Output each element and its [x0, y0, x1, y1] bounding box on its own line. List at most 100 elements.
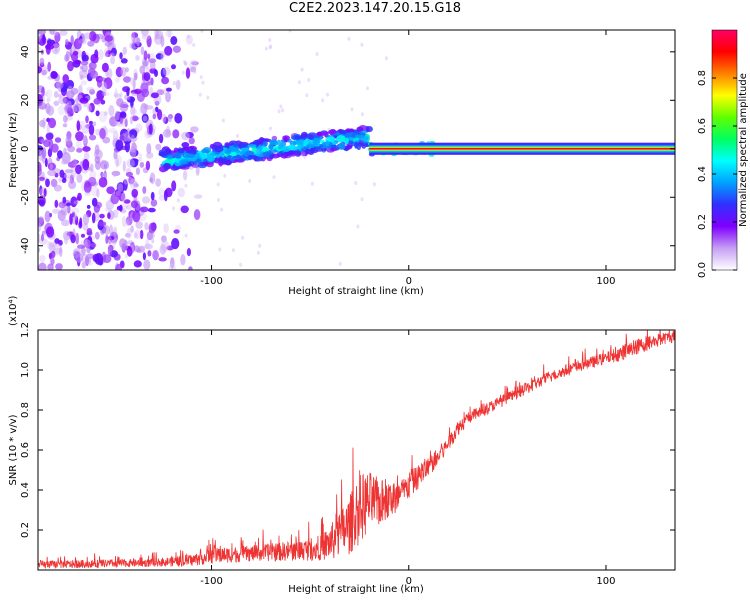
noise-blob	[82, 213, 90, 226]
noise-blob	[38, 262, 47, 270]
noise-blob	[174, 113, 183, 124]
noise-blob	[141, 196, 151, 204]
noise-blob	[94, 144, 100, 156]
noise-blob	[147, 250, 152, 257]
colorbar-label: Normalized spectral amplitude	[738, 73, 749, 227]
noise-blob	[150, 191, 155, 201]
noise-blob	[168, 263, 176, 270]
noise-blob	[75, 164, 82, 175]
noise-blob	[163, 129, 172, 138]
noise-blob	[148, 58, 157, 63]
noise-blob	[122, 160, 126, 172]
noise-blob	[110, 56, 116, 65]
noise-blob	[239, 262, 242, 267]
noise-blob	[191, 61, 199, 66]
colorbar-tick-label: 0.4	[697, 166, 708, 182]
noise-blob	[186, 248, 191, 257]
noise-blob	[93, 98, 101, 105]
signal-blob	[280, 141, 287, 147]
noise-blob	[38, 237, 48, 245]
noise-blob	[132, 36, 141, 45]
colorbar-tick-label: 0.0	[697, 262, 708, 278]
noise-blob	[115, 263, 122, 270]
signal-blob	[331, 144, 338, 149]
noise-blob	[139, 229, 144, 240]
noise-blob	[62, 230, 71, 241]
noise-blob	[61, 177, 67, 183]
noise-blob	[88, 31, 97, 42]
noise-blob	[47, 39, 56, 45]
noise-blob	[132, 210, 141, 223]
noise-blob	[119, 52, 123, 60]
noise-blob	[170, 36, 178, 45]
noise-blob	[64, 54, 69, 62]
noise-blob	[50, 257, 55, 266]
noise-blob	[221, 118, 225, 123]
spectrogram-blobs	[38, 30, 675, 270]
noise-blob	[47, 61, 52, 72]
noise-blob	[62, 74, 69, 84]
noise-blob	[80, 60, 89, 66]
noise-blob	[175, 79, 181, 90]
noise-blob	[150, 77, 154, 86]
y-tick-label: 1.2	[20, 322, 31, 338]
noise-blob	[90, 163, 94, 173]
noise-blob	[131, 115, 139, 122]
noise-blob	[101, 172, 107, 179]
noise-blob	[113, 150, 118, 160]
colorbar-gradient	[711, 29, 738, 271]
noise-blob	[281, 108, 285, 113]
noise-blob	[90, 72, 95, 78]
noise-blob	[85, 115, 89, 124]
signal-blob	[316, 131, 323, 136]
signal-blob	[301, 151, 306, 157]
noise-blob	[82, 146, 91, 152]
noise-blob	[130, 200, 138, 209]
spectrogram-frame	[37, 29, 676, 271]
noise-blob	[76, 120, 81, 132]
noise-blob	[151, 238, 155, 244]
noise-blob	[110, 47, 117, 57]
noise-blob	[310, 181, 314, 186]
signal-blob	[177, 148, 185, 154]
noise-blob	[85, 256, 91, 265]
noise-blob	[140, 82, 149, 94]
noise-blob	[139, 106, 144, 114]
noise-blob	[139, 65, 146, 75]
noise-blob	[165, 87, 172, 92]
noise-blob	[199, 75, 203, 80]
noise-blob	[66, 79, 75, 90]
signal-blob	[337, 142, 346, 150]
y-tick-label: -20	[20, 189, 31, 205]
noise-blob	[144, 222, 149, 231]
noise-blob	[90, 242, 97, 248]
x-tick-label: 0	[406, 276, 412, 287]
noise-blob	[82, 103, 86, 108]
noise-blob	[45, 178, 50, 188]
signal-blob	[175, 153, 182, 159]
noise-blob	[81, 54, 89, 62]
noise-blob	[115, 139, 124, 152]
noise-blob	[298, 80, 301, 85]
noise-blob	[130, 105, 136, 116]
noise-blob	[39, 255, 46, 263]
noise-blob	[123, 199, 131, 204]
noise-blob	[99, 128, 106, 140]
noise-blob	[142, 186, 147, 194]
noise-blob	[184, 233, 188, 238]
y-tick-label: -40	[20, 238, 31, 254]
signal-blob	[306, 144, 316, 149]
noise-blob	[75, 131, 84, 142]
noise-blob	[76, 196, 81, 201]
noise-blob	[122, 46, 128, 55]
noise-blob	[115, 190, 121, 197]
spectrogram-y-ticks: -40 -20 0 20 40	[20, 45, 675, 254]
noise-blob	[113, 93, 122, 98]
noise-blob	[133, 260, 142, 268]
noise-blob	[75, 253, 84, 263]
noise-blob	[143, 259, 151, 270]
noise-blob	[181, 131, 190, 141]
noise-blob	[126, 227, 132, 240]
noise-blob	[94, 155, 101, 164]
signal-blob	[185, 153, 195, 158]
